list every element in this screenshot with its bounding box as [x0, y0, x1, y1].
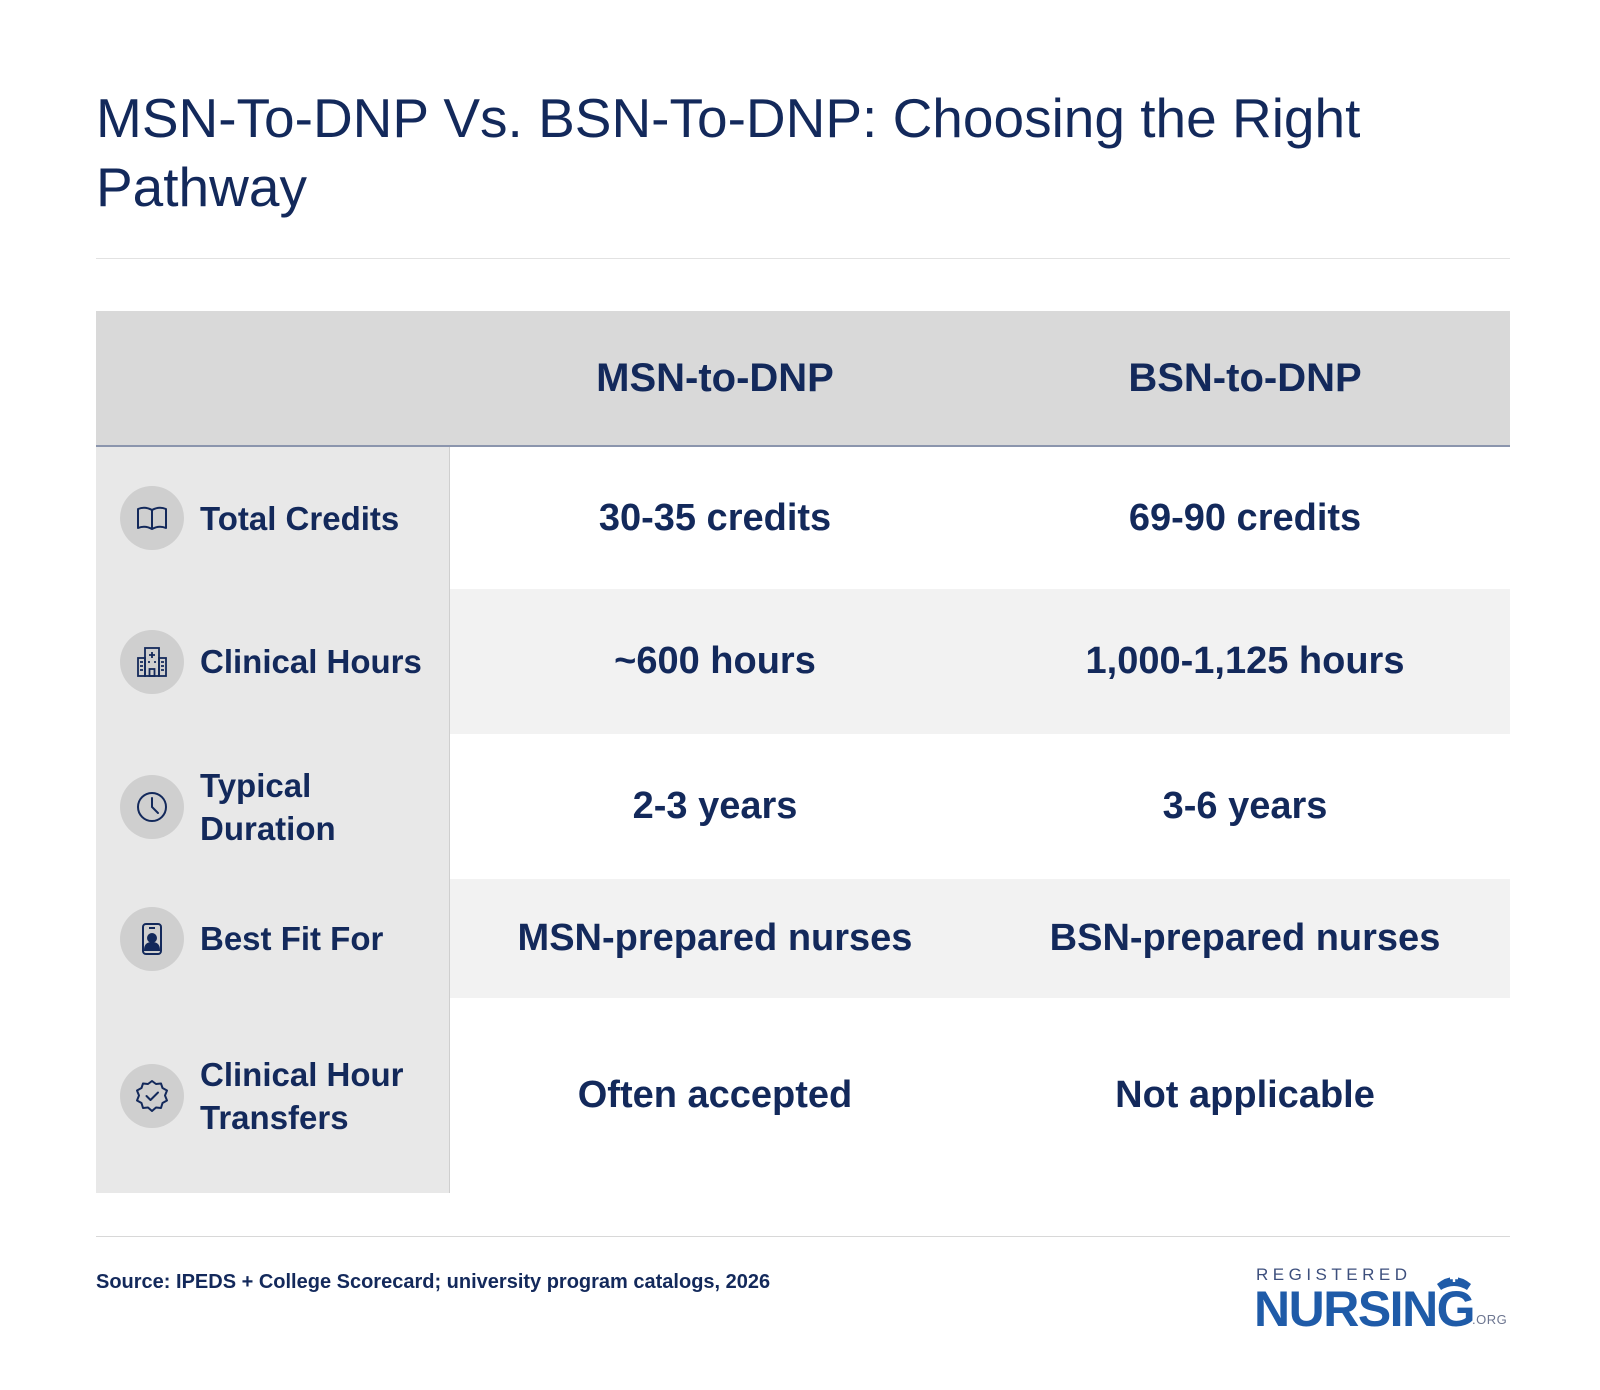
book-icon	[120, 486, 184, 550]
cell-bsn-typical-duration: 3-6 years	[980, 734, 1510, 879]
check-badge-icon	[120, 1063, 184, 1128]
table-row-total-credits: Total Credits 30-35 credits 69-90 credit…	[96, 447, 1510, 589]
table-row-typical-duration: Typical Duration 2-3 years 3-6 years	[96, 734, 1510, 879]
cell-msn-total-credits: 30-35 credits	[450, 447, 980, 589]
hospital-icon	[120, 629, 184, 694]
cell-bsn-best-fit-for: BSN-prepared nurses	[980, 879, 1510, 998]
table-header: MSN-to-DNP BSN-to-DNP	[96, 311, 1510, 447]
cell-bsn-total-credits: 69-90 credits	[980, 447, 1510, 589]
row-label: Best Fit For	[200, 920, 384, 957]
row-label: Clinical Hour Transfers	[200, 1055, 404, 1136]
cell-bsn-clinical-hour-transfers: Not applicable	[980, 998, 1510, 1193]
cell-msn-clinical-hour-transfers: Often accepted	[450, 998, 980, 1193]
column-header-bsn-to-dnp: BSN-to-DNP	[1128, 355, 1362, 400]
logo-top-text: REGISTERED	[1256, 1265, 1412, 1284]
footer-divider	[96, 1236, 1510, 1237]
cell-bsn-clinical-hours: 1,000-1,125 hours	[980, 589, 1510, 734]
cell-msn-best-fit-for: MSN-prepared nurses	[450, 879, 980, 998]
clock-icon	[120, 774, 184, 839]
nurse-cap-icon	[1437, 1274, 1471, 1290]
table-row-clinical-hours: Clinical Hours ~600 hours 1,000-1,125 ho…	[96, 589, 1510, 734]
cell-msn-typical-duration: 2-3 years	[450, 734, 980, 879]
row-label: Total Credits	[200, 499, 400, 537]
title-divider	[96, 258, 1510, 259]
logo-suffix-text: .ORG	[1472, 1312, 1508, 1327]
source-note: Source: IPEDS + College Scorecard; unive…	[96, 1271, 771, 1293]
page-title: MSN-To-DNP Vs. BSN-To-DNP: Choosing the …	[96, 87, 1361, 218]
registered-nursing-logo: REGISTERED NURSING .ORG	[1254, 1265, 1510, 1337]
table-row-best-fit-for: Best Fit For MSN-prepared nurses BSN-pre…	[96, 879, 1510, 998]
column-header-msn-to-dnp: MSN-to-DNP	[596, 355, 834, 400]
row-label: Typical Duration	[200, 766, 336, 847]
cell-msn-clinical-hours: ~600 hours	[450, 589, 980, 734]
comparison-table: MSN-to-DNP BSN-to-DNP Total Credits 30-3…	[96, 311, 1510, 1193]
table-row-clinical-hour-transfers: Clinical Hour Transfers Often accepted N…	[96, 998, 1510, 1193]
row-label: Clinical Hours	[200, 643, 422, 680]
logo-main-text: NURSING	[1254, 1281, 1476, 1337]
id-badge-icon	[120, 906, 184, 971]
